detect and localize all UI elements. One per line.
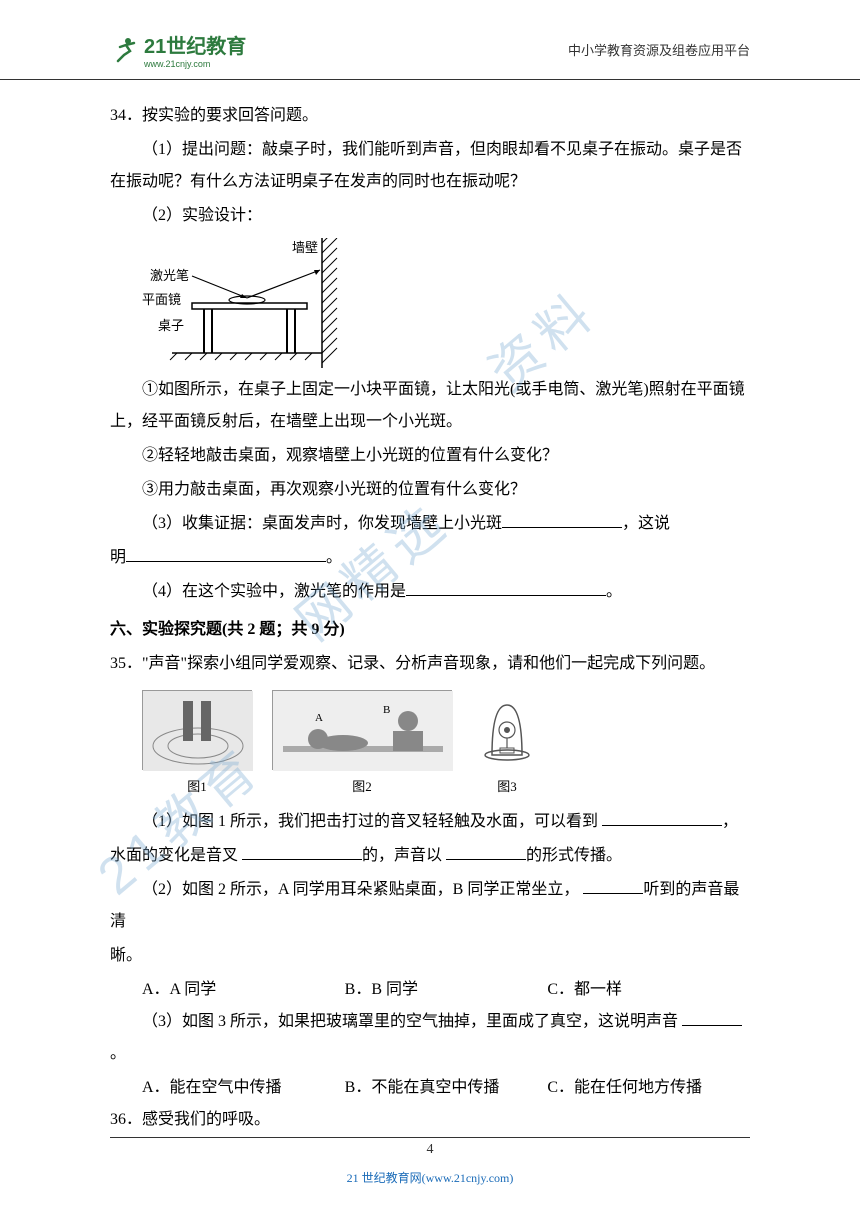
q34-title: 34．按实验的要求回答问题。	[110, 100, 750, 132]
q34-p4: ②轻轻地敲击桌面，观察墙壁上小光斑的位置有什么变化？	[110, 440, 750, 472]
text: （2）如图 2 所示，A 同学用耳朵紧贴桌面，B 同学正常坐立，	[142, 881, 583, 898]
text: （1）如图 1 所示，我们把击打过的音叉轻轻触及水面，可以看到	[142, 813, 602, 830]
q35-options-3: A．能在空气中传播 B．不能在真空中传播 C．能在任何地方传播	[110, 1072, 750, 1104]
svg-text:B: B	[383, 704, 390, 716]
text: 。	[326, 549, 342, 566]
option-b[interactable]: B．不能在真空中传播	[345, 1072, 548, 1104]
text: 。	[110, 1045, 126, 1062]
text: 水面的变化是音叉	[110, 847, 242, 864]
text: （4）在这个实验中，激光笔的作用是	[142, 583, 406, 600]
q35-options-2: A．A 同学 B．B 同学 C．都一样	[110, 974, 750, 1006]
page-header: 21世纪教育 www.21cnjy.com 中小学教育资源及组卷应用平台	[0, 0, 860, 80]
section6-title: 六、实验探究题(共 2 题；共 9 分)	[110, 614, 750, 646]
blank[interactable]	[242, 844, 362, 860]
q34-p6-cont: 明。	[110, 542, 750, 574]
q35-p1-cont: 水面的变化是音叉 的，声音以 的形式传播。	[110, 840, 750, 872]
option-c[interactable]: C．都一样	[547, 974, 750, 1006]
q34-p1: （1）提出问题：敲桌子时，我们能听到声音，但肉眼却看不见桌子在振动。桌子是否在振…	[110, 134, 750, 198]
text: （3）收集证据：桌面发声时，你发现墙壁上小光斑	[142, 515, 502, 532]
blank[interactable]	[602, 810, 722, 826]
option-a[interactable]: A．A 同学	[142, 974, 345, 1006]
q35-images: 图1 A B 图2	[142, 690, 750, 800]
text: 的形式传播。	[526, 847, 622, 864]
text: （3）如图 3 所示，如果把玻璃罩里的空气抽掉，里面成了真空，这说明声音	[142, 1013, 682, 1030]
q34-p6: （3）收集证据：桌面发声时，你发现墙壁上小光斑 ，这说	[110, 508, 750, 540]
logo-main: 21世纪教育	[144, 30, 246, 59]
caption-3: 图3	[472, 774, 542, 800]
diagram-wall-label: 墙壁	[292, 240, 318, 255]
blank[interactable]	[406, 580, 606, 596]
q34-p2: （2）实验设计：	[110, 200, 750, 232]
experiment-diagram: 墙壁 激光笔 平面镜 桌子	[142, 238, 362, 368]
figure-2: A B 图2	[272, 690, 452, 800]
text: ，	[722, 813, 738, 830]
text: 明	[110, 549, 126, 566]
blank[interactable]	[126, 546, 326, 562]
q35-title: 35．"声音"探索小组同学爱观察、记录、分析声音现象，请和他们一起完成下列问题。	[110, 648, 750, 680]
blank[interactable]	[682, 1010, 742, 1026]
q35-p2: （2）如图 2 所示，A 同学用耳朵紧贴桌面，B 同学正常坐立， 听到的声音最清	[110, 874, 750, 938]
header-subtitle: 中小学教育资源及组卷应用平台	[568, 40, 750, 59]
option-c[interactable]: C．能在任何地方传播	[547, 1072, 750, 1104]
q35-p1: （1）如图 1 所示，我们把击打过的音叉轻轻触及水面，可以看到 ，	[110, 806, 750, 838]
blank[interactable]	[446, 844, 526, 860]
diagram-mirror-label: 平面镜	[142, 292, 181, 307]
q34-p7: （4）在这个实验中，激光笔的作用是 。	[110, 576, 750, 608]
page-number: 4	[110, 1137, 750, 1158]
figure-1: 图1	[142, 690, 252, 800]
svg-text:A: A	[315, 712, 323, 724]
diagram-laser-label: 激光笔	[150, 268, 189, 283]
logo-text: 21世纪教育 www.21cnjy.com	[144, 30, 246, 69]
runner-icon	[110, 35, 140, 65]
caption-1: 图1	[142, 774, 252, 800]
q34-p3: ①如图所示，在桌子上固定一小块平面镜，让太阳光(或手电筒、激光笔)照射在平面镜上…	[110, 374, 750, 438]
text: ，这说	[622, 515, 670, 532]
option-b[interactable]: B．B 同学	[345, 974, 548, 1006]
blank[interactable]	[583, 878, 643, 894]
blank[interactable]	[502, 512, 622, 528]
figure-3: 图3	[472, 690, 542, 800]
logo: 21世纪教育 www.21cnjy.com	[110, 30, 246, 69]
text: 。	[606, 583, 622, 600]
option-a[interactable]: A．能在空气中传播	[142, 1072, 345, 1104]
q34-p5: ③用力敲击桌面，再次观察小光斑的位置有什么变化？	[110, 474, 750, 506]
q35-p3: （3）如图 3 所示，如果把玻璃罩里的空气抽掉，里面成了真空，这说明声音 。	[110, 1006, 750, 1070]
caption-2: 图2	[272, 774, 452, 800]
footer: 21 世纪教育网(www.21cnjy.com)	[0, 1169, 860, 1186]
content: 34．按实验的要求回答问题。 （1）提出问题：敲桌子时，我们能听到声音，但肉眼却…	[0, 100, 860, 1136]
diagram-desk-label: 桌子	[158, 318, 184, 333]
q35-p2-cont: 晰。	[110, 940, 750, 972]
text: 的，声音以	[362, 847, 446, 864]
logo-sub: www.21cnjy.com	[144, 59, 246, 69]
q36-title: 36．感受我们的呼吸。	[110, 1104, 750, 1136]
